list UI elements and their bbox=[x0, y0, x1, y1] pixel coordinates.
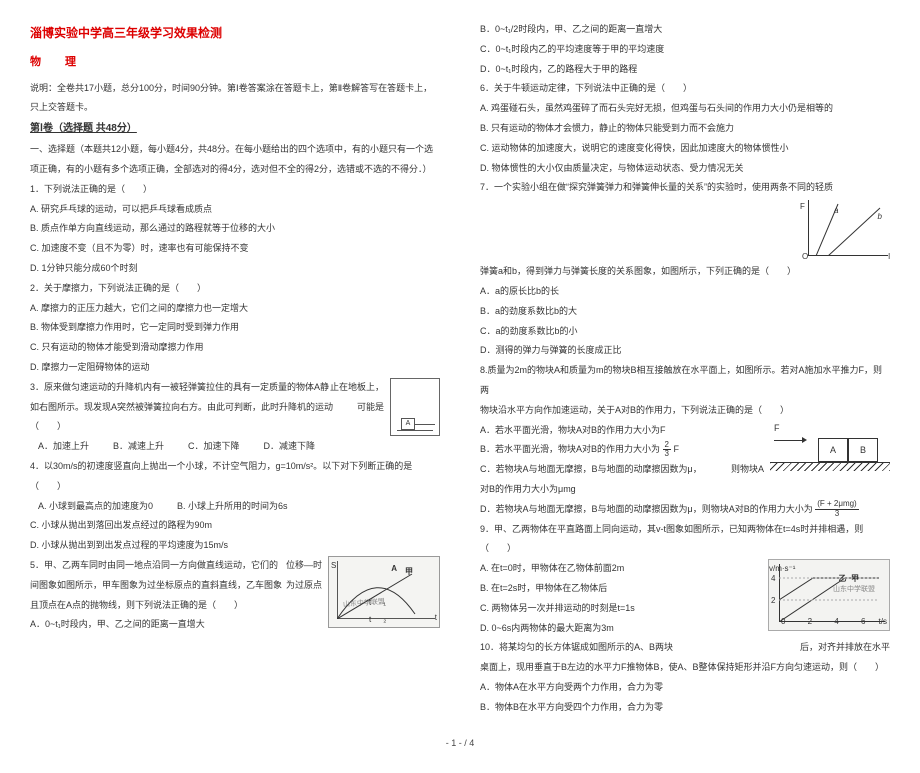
section1-note: 一、选择题（本题共12小题，每小题4分，共48分。在每小题给出的四个选项中，有的… bbox=[30, 140, 440, 180]
q5-C: C．0~t₁时段内乙的平均速度等于甲的平均速度 bbox=[480, 40, 890, 60]
q7-D: D．测得的弹力与弹簧的长度成正比 bbox=[480, 341, 890, 361]
q7-A: A．a的原长比b的长 bbox=[480, 282, 890, 302]
q2-stem: 2．关于摩擦力，下列说法正确的是（ ） bbox=[30, 279, 440, 299]
q8-D: D．若物块A与地面无摩擦，B与地面的动摩擦因数为μ，则物块A对B的作用力大小为 … bbox=[480, 500, 890, 520]
q10-A: A．物体A在水平方向受两个力作用，合力为零 bbox=[480, 678, 890, 698]
q3-A: A．加速上升 bbox=[38, 437, 89, 457]
q1-stem: 1．下列说法正确的是（ ） bbox=[30, 180, 440, 200]
q2-D: D. 摩擦力一定阻碍物体的运动 bbox=[30, 358, 440, 378]
q5-stem-p3: 且顶点在A点的抛物线，则下列说法正确的是（ ） bbox=[30, 600, 243, 610]
subject-title: 物理 bbox=[30, 50, 440, 74]
q5-figure: S t 甲 A 山东中学联盟 t₁ t₂ bbox=[328, 556, 440, 628]
school-title: 淄博实验中学高三年级学习效果检测 bbox=[30, 20, 440, 46]
q7-C: C．a的劲度系数比b的小 bbox=[480, 322, 890, 342]
q5-stem-p2b: 为过原点 bbox=[286, 576, 322, 596]
q6-A: A. 鸡蛋碰石头，虽然鸡蛋碎了而石头完好无损，但鸡蛋与石头间的作用力大小仍是相等… bbox=[480, 99, 890, 119]
q8-figure: A B F bbox=[770, 421, 890, 471]
q2-A: A. 摩擦力的正压力越大，它们之间的摩擦力也一定增大 bbox=[30, 299, 440, 319]
page-number: - 1 - / 4 bbox=[30, 734, 890, 754]
q6-B: B. 只有运动的物体才会惯力，静止的物体只能受到力而不会施力 bbox=[480, 119, 890, 139]
q3-figure: A bbox=[390, 378, 440, 436]
q5-stem-p2: 间图象如图所示，甲车图象为过坐标原点的直斜直线，乙车图象 bbox=[30, 580, 282, 590]
q3-D: D．减速下降 bbox=[264, 437, 316, 457]
q6-D: D. 物体惯性的大小仅由质量决定，与物体运动状态、受力情况无关 bbox=[480, 159, 890, 179]
q10-stem: 10．将某均匀的长方体锯成如图所示的A、B两块 后，对齐并排放在水平 bbox=[480, 638, 890, 658]
spring-icon bbox=[415, 424, 435, 425]
q8-C2: 对B的作用力大小为μmg bbox=[480, 480, 890, 500]
q7-figure: F O l a b bbox=[800, 198, 890, 262]
q6-C: C. 运动物体的加速度大，说明它的速度变化得快，因此加速度大的物体惯性小 bbox=[480, 139, 890, 159]
exam-note: 说明：全卷共17小题，总分100分，时间90分钟。第Ⅰ卷答案涂在答题卡上，第Ⅱ卷… bbox=[30, 79, 440, 119]
q3-stem-p2: 如右图所示。现发现A突然被弹簧拉向右方。由此可判断，此时升降机的运动 bbox=[30, 402, 333, 412]
q10-stem-p2: 桌面上，现用垂直于B左边的水平力F推物体B，使A、B整体保持矩形并沿F方向匀速运… bbox=[480, 658, 890, 678]
q2-C: C. 只有运动的物体才能受到滑动摩擦力作用 bbox=[30, 338, 440, 358]
q1-A: A. 研究乒乓球的运动，可以把乒乓球看成质点 bbox=[30, 200, 440, 220]
q2-B: B. 物体受到摩擦力作用时，它一定同时受到弹力作用 bbox=[30, 318, 440, 338]
q5-stem-p1b: 位移—时 bbox=[286, 556, 322, 576]
q1-D: D. 1分钟只能分成60个时刻 bbox=[30, 259, 440, 279]
q9-stem: 9．甲、乙两物体在平直路面上同向运动，其v-t图象如图所示，已知两物体在t=4s… bbox=[480, 520, 890, 560]
q4-C: C. 小球从抛出到落回出发点经过的路程为90m bbox=[30, 516, 440, 536]
q5-B: B．0~t₁/2时段内，甲、乙之间的距离一直增大 bbox=[480, 20, 890, 40]
q5-D: D．0~t₁时段内，乙的路程大于甲的路程 bbox=[480, 60, 890, 80]
q3-stem-p3: （ ） bbox=[30, 421, 66, 431]
q8-stem-p1: 8.质量为2m的物块A和质量为m的物块B相互接触放在水平面上，如图所示。若对A施… bbox=[480, 361, 890, 401]
q3-B: B．减速上升 bbox=[113, 437, 164, 457]
section1-header: 第Ⅰ卷（选择题 共48分） bbox=[30, 118, 440, 140]
q5-stem-p1: 5．甲、乙两车同时由同一地点沿同一方向做直线运动，它们的 bbox=[30, 560, 278, 570]
q4-A: A. 小球到最高点的加速度为0 bbox=[38, 497, 153, 517]
q1-C: C. 加速度不变（且不为零）时，速率也有可能保持不变 bbox=[30, 239, 440, 259]
q3-stem-p1b: 止在地板上， bbox=[330, 378, 384, 398]
q3-stem-p2b: 可能是 bbox=[357, 398, 384, 418]
q8-stem-p2: 物块沿水平方向作加速运动，关于A对B的作用力，下列说法正确的是（ ） bbox=[480, 401, 890, 421]
q6-stem: 6．关于牛顿运动定律，下列说法中正确的是（ ） bbox=[480, 79, 890, 99]
q4-D: D. 小球从抛出到到出发点过程的平均速度为15m/s bbox=[30, 536, 440, 556]
q9-figure: v/m·s⁻¹ 4 2 0 2 4 6 t/s 乙 甲 山东中学联盟 bbox=[768, 559, 890, 631]
q10-B: B．物体B在水平方向受四个力作用，合力为零 bbox=[480, 698, 890, 718]
q7-stem-p1: 7．一个实验小组在做“探究弹簧弹力和弹簧伸长量的关系”的实验时，使用两条不同的轻… bbox=[480, 178, 890, 198]
q7-B: B．a的劲度系数比b的大 bbox=[480, 302, 890, 322]
q4-stem: 4．以30m/s的初速度竖直向上抛出一个小球，不计空气阻力，g=10m/s²。以… bbox=[30, 457, 440, 497]
q3-C: C．加速下降 bbox=[188, 437, 240, 457]
q3-stem-p1: 3．原来做匀速运动的升降机内有一被轻弹簧拉住的具有一定质量的物体A静 bbox=[30, 382, 329, 392]
q1-B: B. 质点作单方向直线运动，那么通过的路程就等于位移的大小 bbox=[30, 219, 440, 239]
q4-B: B. 小球上升所用的时间为6s bbox=[177, 497, 288, 517]
